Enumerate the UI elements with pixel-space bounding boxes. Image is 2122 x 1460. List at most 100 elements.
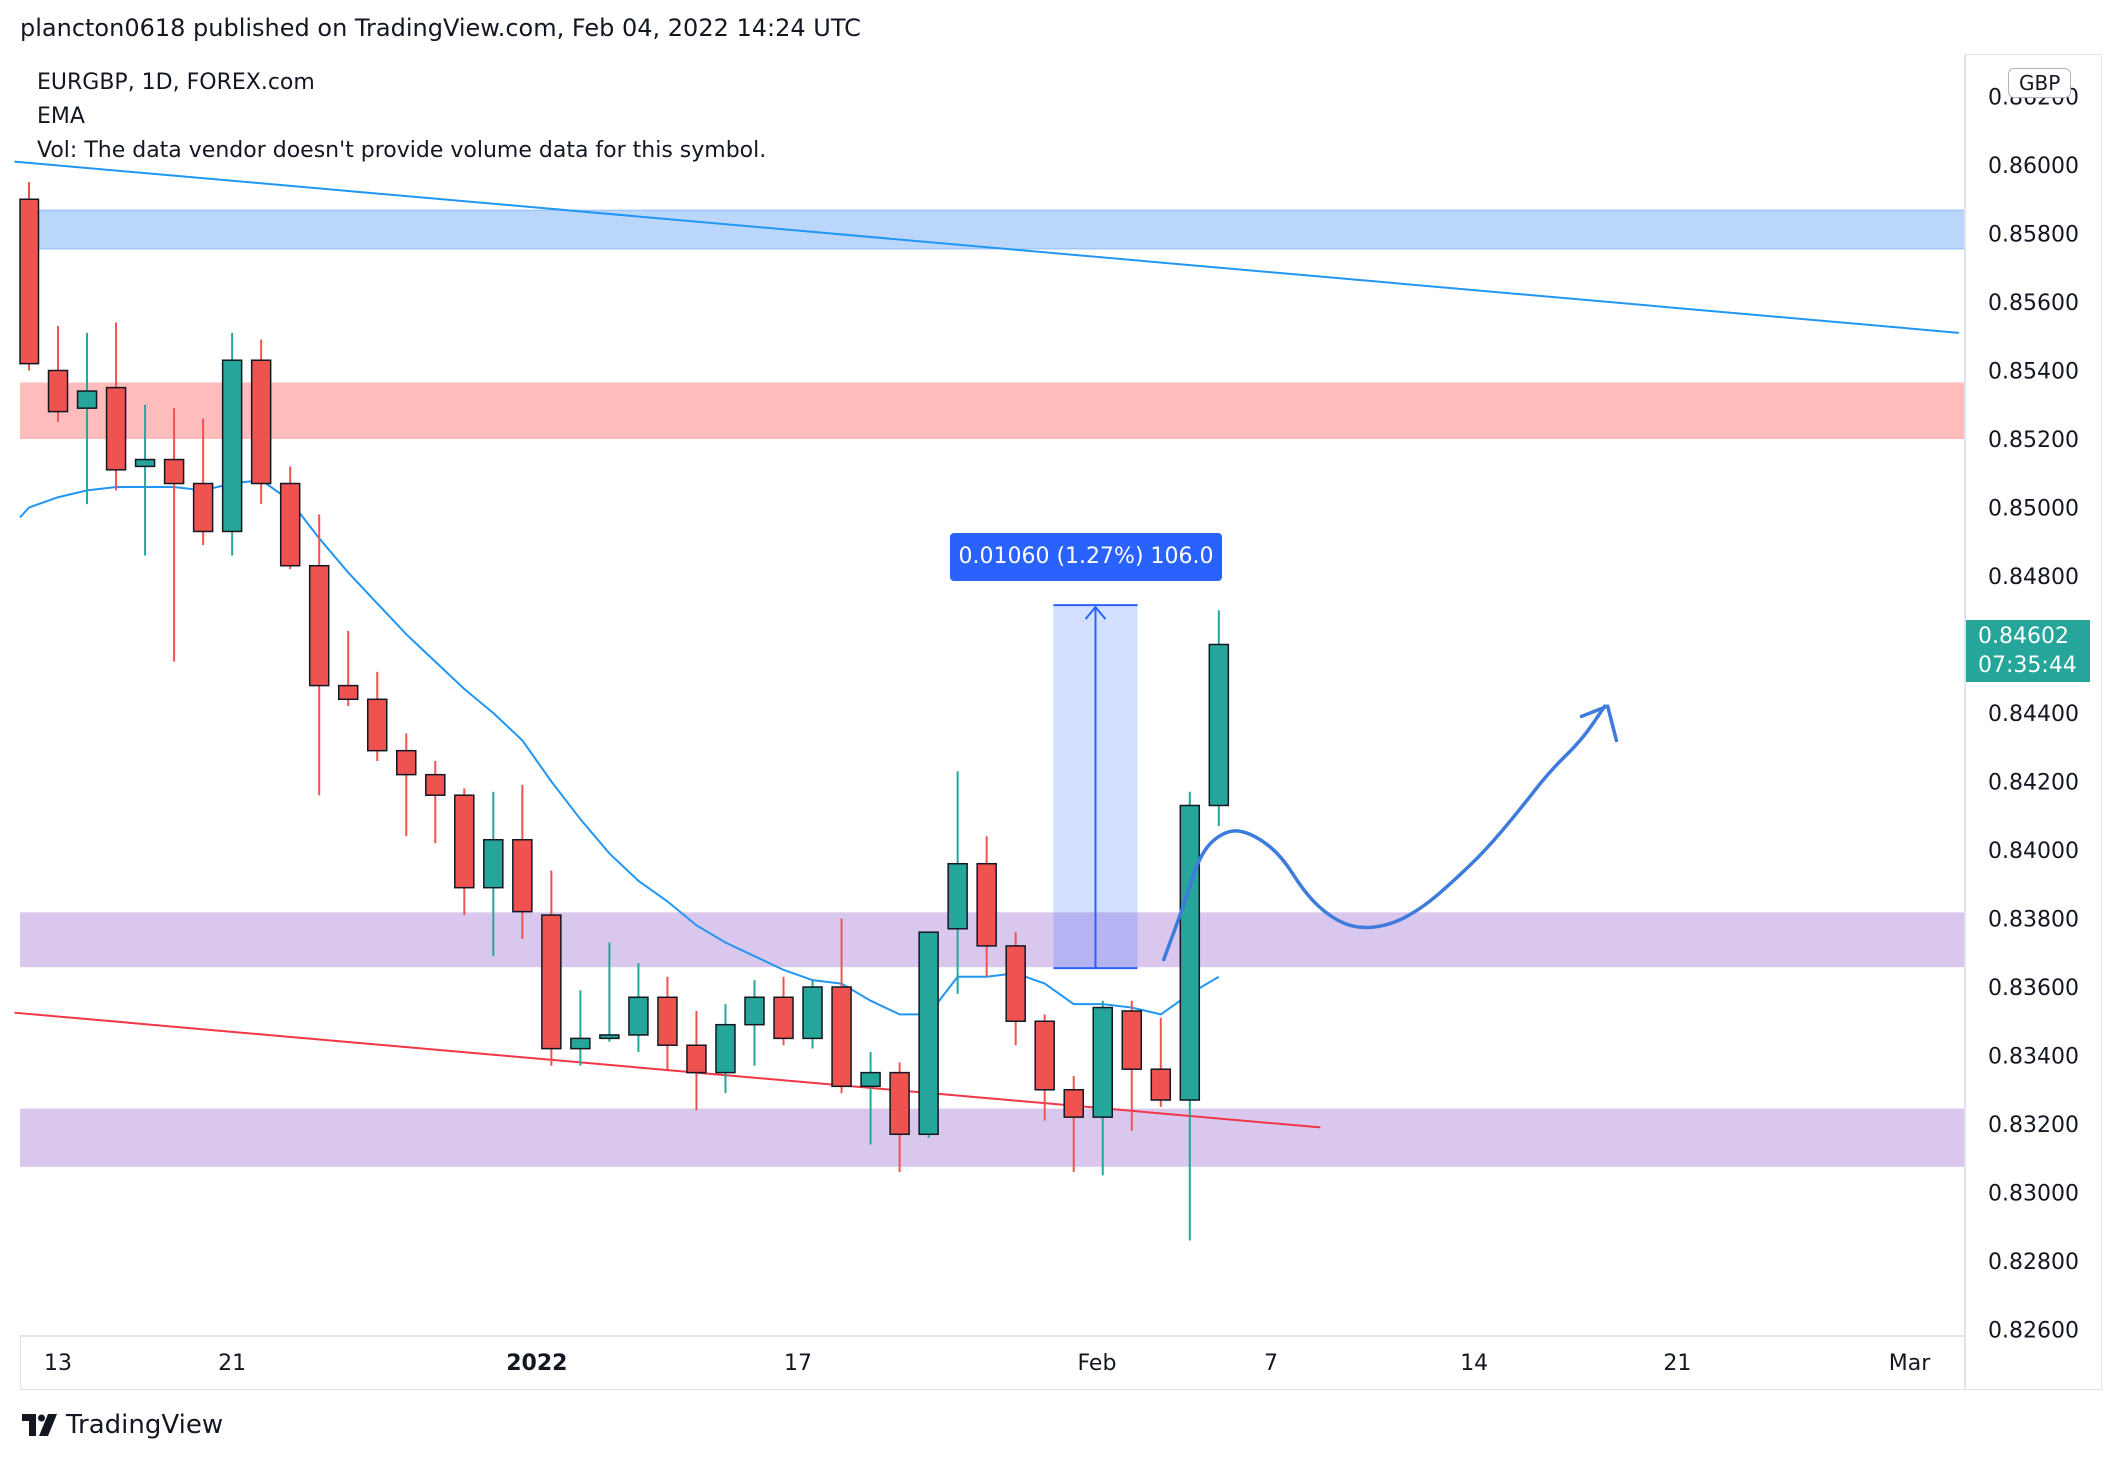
candle-body bbox=[308, 564, 330, 687]
time-tick-label: Mar bbox=[1889, 1351, 1931, 1376]
candle-16 bbox=[483, 791, 504, 957]
zones-layer bbox=[19, 209, 1966, 1167]
last-price-tag: 0.84602 07:35:44 bbox=[1966, 620, 2090, 682]
price-tick-label: 0.83400 bbox=[1988, 1045, 2079, 1070]
candle-body bbox=[396, 749, 417, 776]
candle-8 bbox=[250, 339, 272, 505]
price-tick-label: 0.85400 bbox=[1988, 360, 2079, 385]
candle-2 bbox=[76, 332, 98, 505]
bar-countdown: 07:35:44 bbox=[1978, 653, 2077, 678]
candle-22 bbox=[657, 976, 678, 1070]
price-axis[interactable]: 0.86000 0.85800 0.85600 0.85400 0.85200 0.850… bbox=[1988, 86, 2079, 1344]
candle-34 bbox=[1005, 932, 1026, 1046]
projection-layer bbox=[1161, 704, 1619, 962]
candle-body bbox=[831, 986, 852, 1088]
candle-body bbox=[425, 773, 446, 796]
candle-9 bbox=[279, 466, 301, 570]
candle-body bbox=[918, 931, 939, 1136]
candle-6 bbox=[192, 418, 214, 546]
projection-arrow-icon bbox=[1579, 704, 1619, 743]
time-tick-label: 13 bbox=[44, 1351, 72, 1376]
candle-body bbox=[889, 1071, 910, 1136]
candle-26 bbox=[773, 976, 794, 1046]
candle-body bbox=[1150, 1068, 1172, 1101]
zone-3 bbox=[20, 1108, 1965, 1167]
candle-14 bbox=[425, 760, 446, 844]
time-tick-label: 7 bbox=[1264, 1351, 1278, 1376]
price-tick-label: 0.83000 bbox=[1988, 1182, 2079, 1207]
price-tick-label: 0.85800 bbox=[1988, 223, 2079, 248]
legend-volume-note: Vol: The data vendor doesn't provide vol… bbox=[37, 138, 767, 163]
price-tick-label: 0.84400 bbox=[1988, 702, 2079, 727]
measure-arrow-icon bbox=[1084, 605, 1107, 620]
candle-19 bbox=[570, 990, 591, 1066]
zone-1 bbox=[20, 382, 1965, 439]
price-tick-label: 0.82800 bbox=[1988, 1250, 2079, 1275]
time-tick-label: 14 bbox=[1460, 1351, 1488, 1376]
candle-20 bbox=[599, 942, 620, 1042]
candle-0 bbox=[19, 182, 40, 371]
candle-31 bbox=[918, 931, 939, 1138]
trendline-0 bbox=[14, 160, 1959, 334]
price-tick-label: 0.83200 bbox=[1988, 1113, 2079, 1138]
time-tick-label: 21 bbox=[218, 1351, 246, 1376]
time-axis[interactable]: 13 21 2022 17 Feb 7 14 21 Mar bbox=[44, 1351, 1931, 1376]
candle-body bbox=[570, 1037, 591, 1050]
candle-body bbox=[250, 359, 272, 485]
candle-28 bbox=[831, 918, 852, 1094]
candle-body bbox=[715, 1023, 736, 1074]
candle-body bbox=[279, 482, 301, 567]
candle-body bbox=[773, 996, 794, 1040]
candle-body bbox=[1034, 1020, 1055, 1091]
candle-body bbox=[686, 1044, 707, 1074]
time-tick-label: 21 bbox=[1663, 1351, 1691, 1376]
candle-24 bbox=[715, 1004, 736, 1094]
brand-name: TradingView bbox=[66, 1410, 224, 1440]
candle-body bbox=[454, 794, 475, 889]
candle-12 bbox=[366, 671, 388, 761]
price-tick-label: 0.85200 bbox=[1988, 428, 2079, 453]
candle-body bbox=[19, 198, 40, 365]
time-tick-label: 17 bbox=[784, 1351, 812, 1376]
candle-18 bbox=[541, 870, 562, 1066]
candle-body bbox=[860, 1071, 881, 1088]
brand[interactable]: TradingView bbox=[22, 1410, 223, 1440]
candle-body bbox=[1121, 1010, 1143, 1070]
price-tick-label: 0.86000 bbox=[1988, 154, 2079, 179]
candle-body bbox=[1179, 804, 1201, 1101]
zone-0 bbox=[19, 209, 1966, 250]
candle-33 bbox=[976, 836, 997, 977]
candle-39 bbox=[1150, 1017, 1172, 1107]
candle-body bbox=[976, 862, 997, 947]
time-tick-label: Feb bbox=[1077, 1351, 1116, 1376]
candle-15 bbox=[454, 788, 475, 916]
candle-body bbox=[947, 862, 968, 930]
candle-body bbox=[657, 996, 678, 1046]
price-tick-label: 0.85000 bbox=[1988, 497, 2079, 522]
candle-body bbox=[541, 914, 562, 1050]
published-by-text: plancton0618 published on TradingView.co… bbox=[20, 14, 861, 42]
candle-37 bbox=[1092, 1000, 1113, 1176]
candles-layer bbox=[19, 182, 1230, 1241]
candle-body bbox=[47, 369, 69, 413]
candle-body bbox=[1005, 945, 1026, 1023]
candle-10 bbox=[308, 514, 330, 796]
currency-button[interactable]: GBP bbox=[2008, 68, 2072, 98]
candle-4 bbox=[134, 404, 156, 556]
candle-35 bbox=[1034, 1014, 1055, 1121]
candle-body bbox=[744, 996, 765, 1026]
price-tick-label: 0.83600 bbox=[1988, 976, 2079, 1001]
candle-3 bbox=[105, 322, 127, 491]
candle-body bbox=[105, 386, 127, 471]
candle-36 bbox=[1063, 1076, 1084, 1172]
legend-ema[interactable]: EMA bbox=[37, 104, 85, 129]
candle-7 bbox=[221, 332, 243, 556]
projection-curve bbox=[1161, 704, 1607, 962]
candle-body bbox=[1092, 1006, 1113, 1118]
last-price-value: 0.84602 bbox=[1978, 624, 2069, 649]
candle-1 bbox=[47, 325, 69, 422]
candle-body bbox=[1208, 643, 1230, 807]
legend-symbol[interactable]: EURGBP, 1D, FOREX.com bbox=[37, 70, 315, 95]
candle-body bbox=[221, 359, 243, 533]
